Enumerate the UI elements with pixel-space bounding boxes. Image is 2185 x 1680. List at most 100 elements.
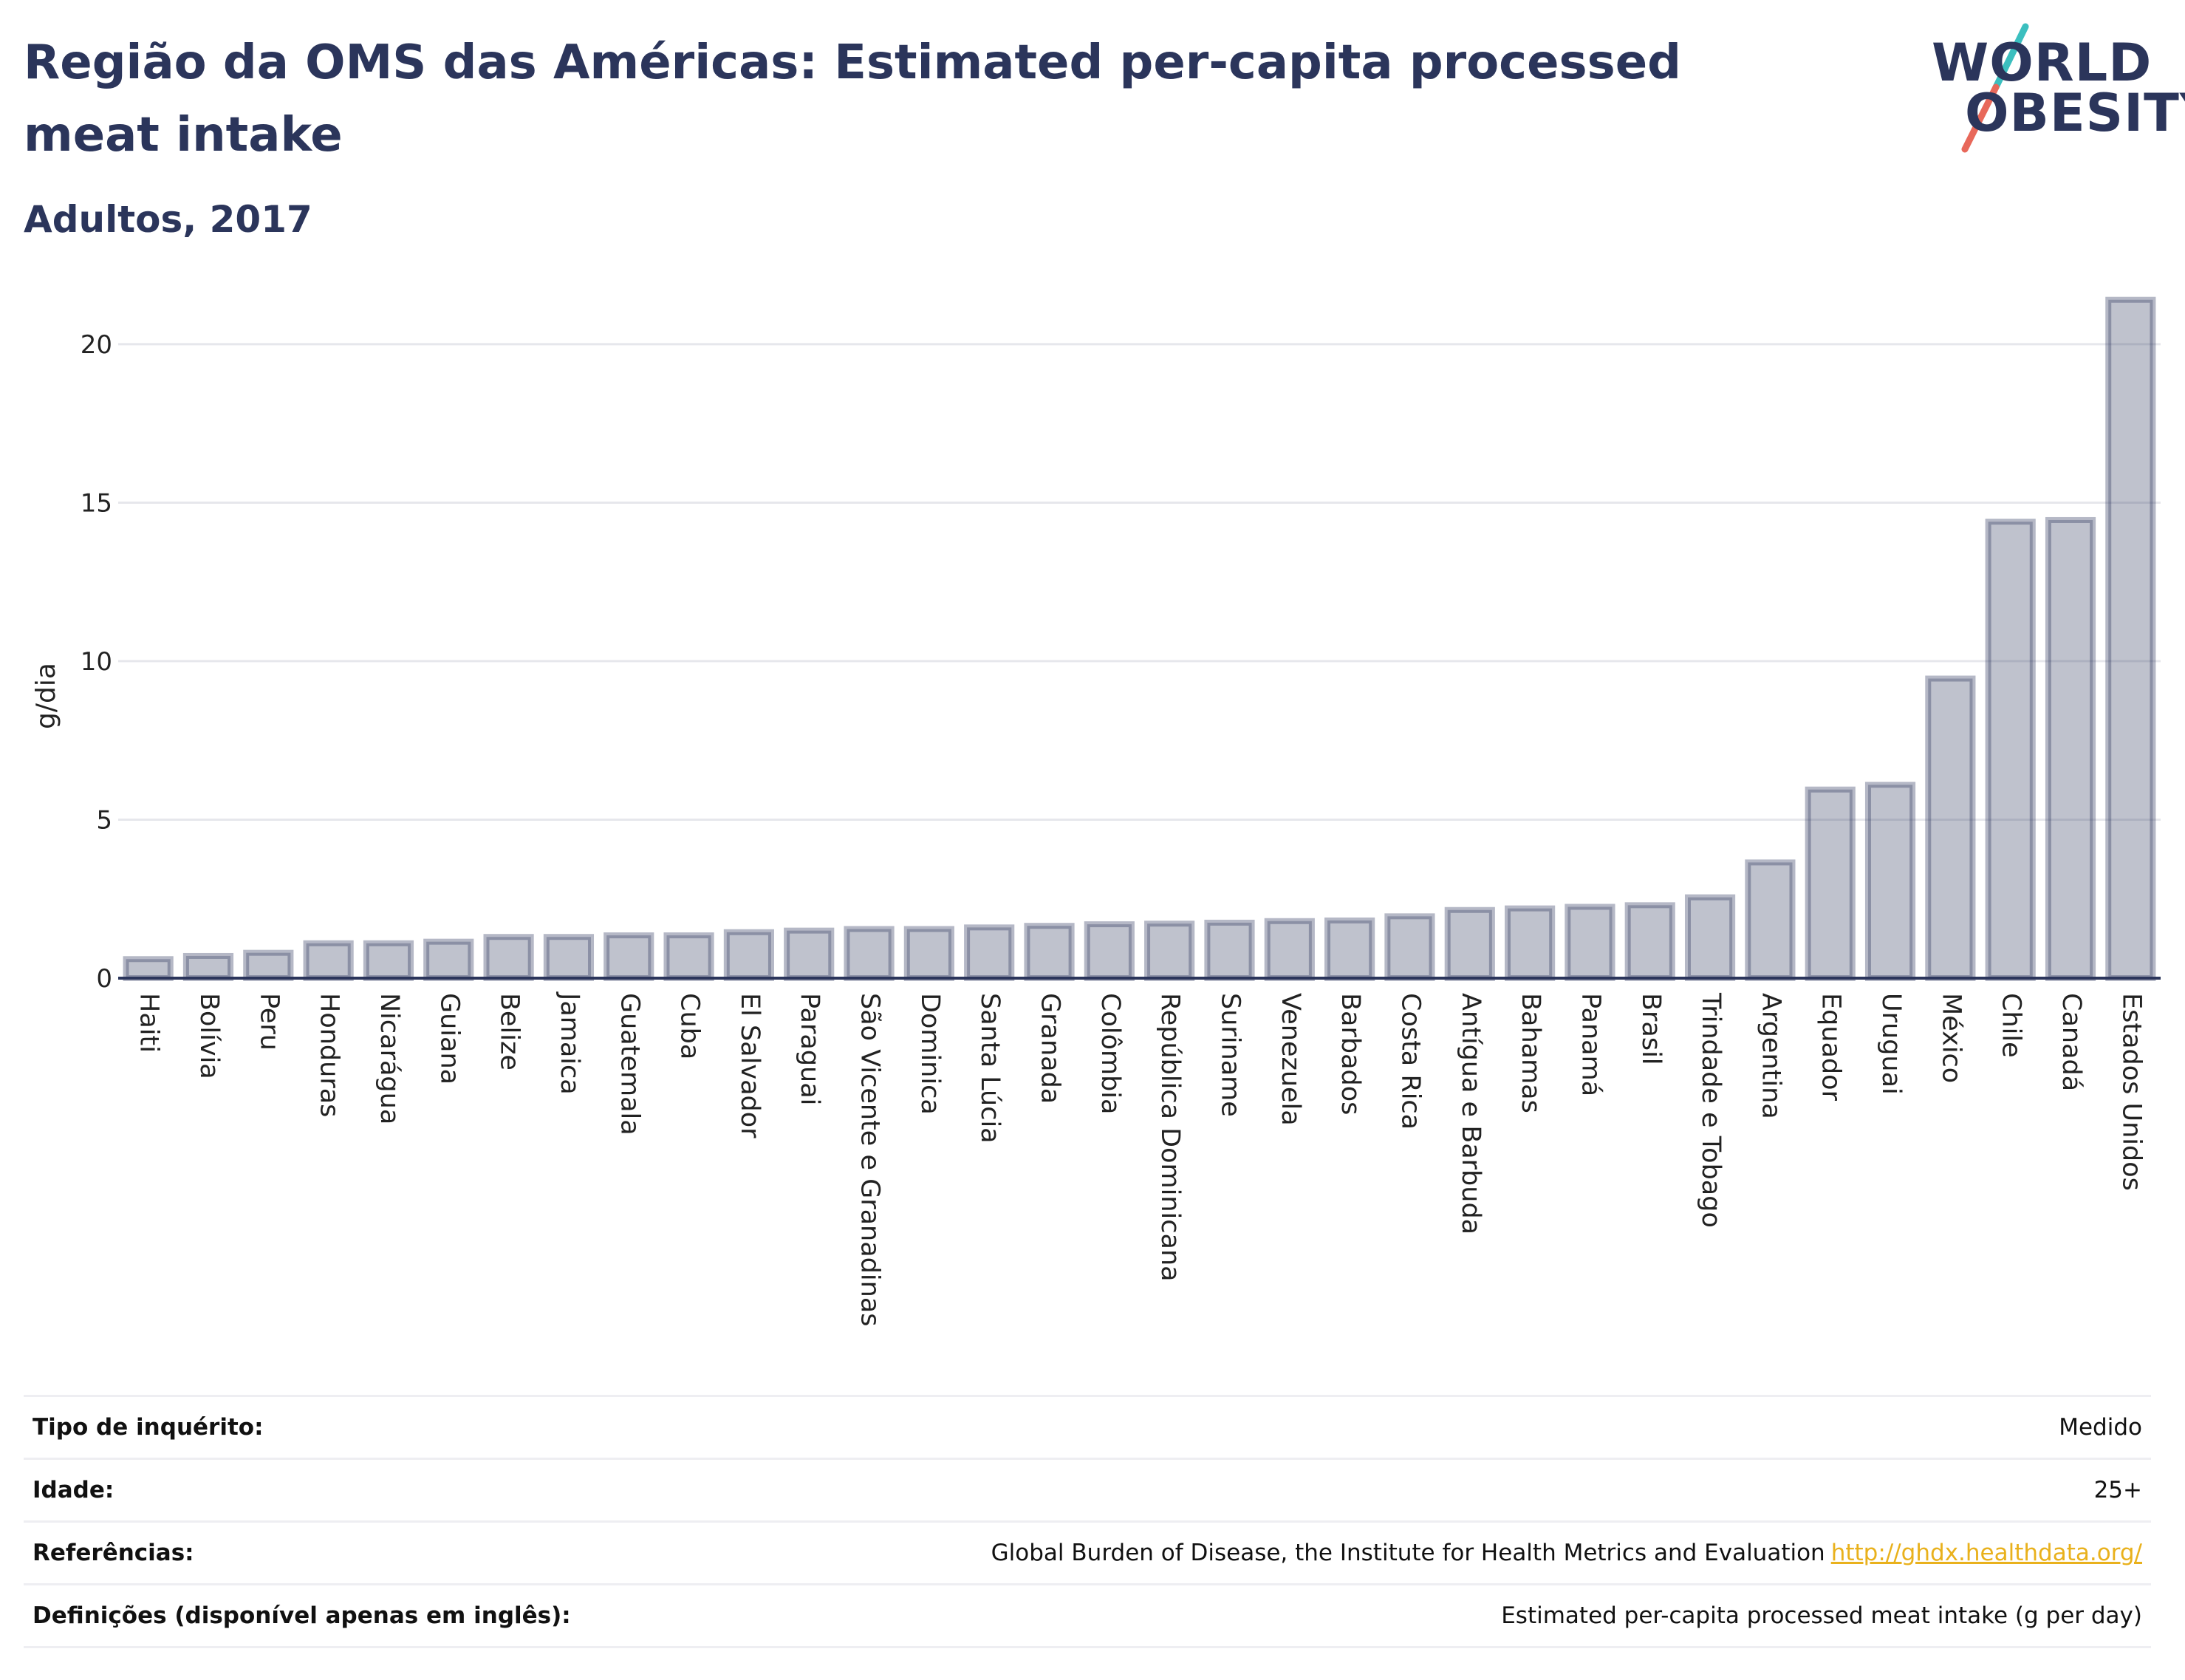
bar: [1505, 905, 1556, 981]
info-value: Estimated per-capita processed meat inta…: [1501, 1602, 2142, 1629]
bar: [1084, 921, 1135, 982]
x-tick-label: Barbados: [1336, 993, 1365, 1115]
bar: [1684, 894, 1736, 982]
bar: [1384, 913, 1435, 981]
bar: [1444, 906, 1495, 982]
bar: [784, 927, 835, 981]
x-tick-label: Bahamas: [1516, 993, 1545, 1113]
info-row-references: Referências: Global Burden of Disease, t…: [24, 1520, 2151, 1583]
info-row-age: Idade: 25+: [24, 1458, 2151, 1520]
x-tick-label: Brasil: [1636, 993, 1666, 1065]
bar: [1565, 904, 1615, 981]
bar: [903, 926, 954, 981]
logo-word-world: WORLD: [1932, 33, 2152, 93]
x-tick-label: Cuba: [675, 993, 705, 1059]
x-tick-label: Santa Lúcia: [975, 993, 1005, 1144]
bar: [844, 926, 895, 981]
x-tick-label: Costa Rica: [1395, 993, 1425, 1130]
bars: [123, 296, 2156, 982]
x-tick-label: Belize: [495, 993, 524, 1071]
info-table: Tipo de inquérito: Medido Idade: 25+ Ref…: [24, 1395, 2151, 1648]
bar: [363, 940, 414, 981]
bar: [2045, 516, 2096, 981]
gridlines: [118, 343, 2161, 821]
x-tick-label: Paraguai: [795, 993, 824, 1105]
x-tick-label: Jamaica: [555, 991, 584, 1095]
info-label: Idade:: [33, 1477, 114, 1503]
x-tick-label: Antígua e Barbuda: [1456, 993, 1485, 1235]
y-tick-label: 0: [96, 964, 112, 994]
x-tick-label: Bolívia: [194, 993, 224, 1079]
bar: [1805, 786, 1856, 982]
world-obesity-logo: WORLD OBESITY: [1928, 22, 2185, 155]
logo-word-obesity: OBESITY: [1965, 83, 2185, 143]
x-tick-label: Peru: [254, 993, 284, 1051]
bar: [1264, 918, 1315, 981]
bar: [423, 938, 474, 981]
x-tick-label: Honduras: [315, 993, 344, 1117]
bar: [1024, 923, 1075, 982]
bar: [1985, 519, 2036, 982]
info-value: 25+: [2093, 1477, 2142, 1503]
x-tick-label: Haiti: [134, 993, 164, 1053]
x-tick-label: El Salvador: [735, 993, 765, 1138]
bar: [543, 934, 595, 982]
chart-subtitle: Adultos, 2017: [24, 198, 312, 241]
x-tick-label: Uruguai: [1876, 993, 1906, 1095]
info-value: Medido: [2059, 1414, 2142, 1441]
reference-link[interactable]: http://ghdx.healthdata.org/: [1830, 1540, 2142, 1566]
info-value-container: Global Burden of Disease, the Institute …: [991, 1540, 2142, 1566]
x-tick-label: Chile: [1997, 993, 2026, 1058]
bar: [964, 924, 1015, 982]
x-tick-label: Panamá: [1576, 993, 1605, 1096]
x-tick-label: Estados Unidos: [2116, 993, 2146, 1191]
bar: [603, 932, 654, 982]
info-row-survey-type: Tipo de inquérito: Medido: [24, 1395, 2151, 1458]
y-axis-ticks: 0 5 10 15 20: [81, 330, 112, 994]
y-tick-label: 15: [81, 488, 112, 518]
x-tick-label: República Dominicana: [1155, 993, 1185, 1282]
y-tick-label: 10: [81, 647, 112, 677]
bar: [1624, 902, 1675, 981]
bar: [243, 949, 294, 982]
x-tick-label: Guatemala: [615, 993, 644, 1136]
bar: [1864, 782, 1916, 981]
bar: [1745, 859, 1796, 982]
info-label: Definições (disponível apenas em inglês)…: [33, 1602, 571, 1629]
info-label: Tipo de inquérito:: [33, 1414, 264, 1441]
x-tick-label: Equador: [1816, 993, 1846, 1102]
bar: [123, 956, 174, 981]
y-axis-label: g/dia: [31, 663, 61, 729]
bar: [483, 934, 534, 982]
bar: [723, 929, 774, 981]
info-label: Referências:: [33, 1540, 194, 1566]
bar: [1324, 917, 1375, 981]
x-tick-label: Suriname: [1215, 993, 1245, 1117]
bar: [1144, 921, 1195, 981]
x-axis-labels: Haiti Bolívia Peru Honduras Nicarágua Guiana B…: [134, 991, 2147, 1327]
x-tick-label: Granada: [1036, 993, 1065, 1104]
bar: [2105, 296, 2156, 981]
bar: [303, 940, 354, 981]
x-tick-label: Nicarágua: [375, 993, 404, 1124]
x-tick-label: Colômbia: [1095, 993, 1125, 1114]
info-row-definitions: Definições (disponível apenas em inglês)…: [24, 1583, 2151, 1648]
x-tick-label: Venezuela: [1276, 993, 1305, 1126]
info-value: Global Burden of Disease, the Institute …: [991, 1540, 1825, 1566]
bar: [1204, 919, 1255, 982]
x-tick-label: Trindade e Tobago: [1696, 992, 1726, 1228]
y-tick-label: 20: [81, 330, 112, 360]
x-tick-label: Guiana: [434, 993, 464, 1085]
x-tick-label: México: [1936, 993, 1966, 1083]
logo-slash-icon: [1961, 23, 2029, 153]
bar-chart: 0 5 10 15 20 Haiti Bolívia Peru Honduras Nicarág…: [31, 296, 2161, 1327]
bar: [1925, 675, 1976, 981]
chart-title: Região da OMS das Américas: Estimated pe…: [24, 35, 1681, 163]
x-tick-label: Canadá: [2056, 993, 2086, 1091]
x-tick-label: Dominica: [915, 993, 945, 1115]
bar: [182, 952, 234, 981]
bar: [663, 932, 714, 982]
x-tick-label: São Vicente e Granadinas: [855, 993, 885, 1327]
y-tick-label: 5: [96, 805, 112, 835]
x-tick-label: Argentina: [1756, 993, 1785, 1119]
